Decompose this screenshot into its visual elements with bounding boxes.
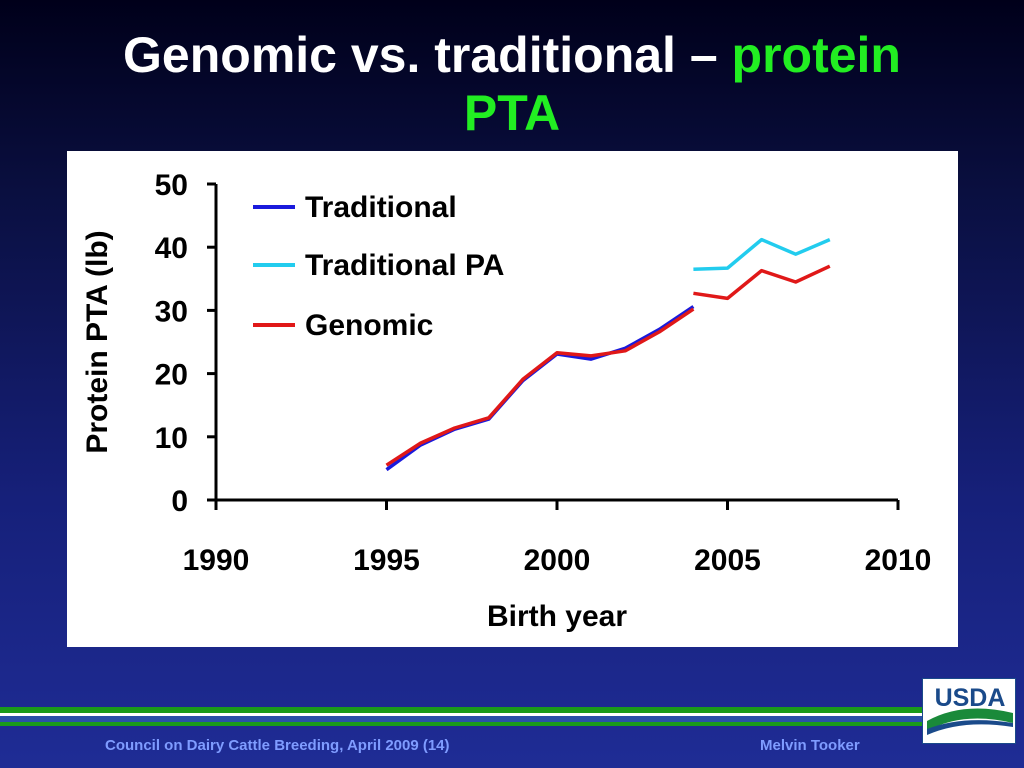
series-line: [385, 307, 695, 467]
legend-label: Traditional PA: [305, 249, 504, 282]
y-tick-label: 40: [155, 232, 188, 265]
legend-label: Traditional: [305, 191, 457, 224]
chart-panel: 0 10 20 30 40 50 1990 1995 2000 2005 2010 Birth yea…: [67, 151, 958, 647]
footer-author: Melvin Tooker: [760, 737, 860, 754]
usda-logo: USDA 2009: [922, 678, 1016, 744]
title-main-text: Genomic vs. traditional –: [123, 27, 732, 83]
slide-title: Genomic vs. traditional – protein PTA: [0, 26, 1024, 142]
y-tick-label: 10: [155, 422, 188, 455]
logo-swoosh: [927, 708, 1013, 731]
x-tick-label: 2005: [694, 544, 761, 577]
footer-stripe: [0, 722, 922, 726]
y-tick-label: 30: [155, 295, 188, 328]
footer-stripe: [0, 716, 922, 722]
line-chart: 0 10 20 30 40 50 1990 1995 2000 2005 2010 Birth yea…: [81, 169, 932, 633]
footer-stripe: [0, 707, 922, 713]
series-line: [693, 237, 831, 272]
y-tick-label: 0: [171, 485, 188, 518]
title-accent-text-2: PTA: [463, 85, 561, 141]
logo-year: 2009: [952, 730, 975, 741]
series-line: [693, 264, 831, 301]
y-tick-label: 20: [155, 359, 188, 392]
y-axis-label: Protein PTA (lb): [81, 230, 114, 453]
logo-wordmark: USDA: [935, 684, 1006, 712]
title-accent-text: protein: [731, 27, 901, 83]
x-tick-label: 2000: [524, 544, 591, 577]
x-tick-label: 1995: [353, 544, 420, 577]
x-axis-label: Birth year: [487, 600, 627, 633]
footer-left-text: Council on Dairy Cattle Breeding, April …: [105, 737, 450, 754]
footer-stripe: [0, 713, 922, 716]
x-tick-label: 2010: [865, 544, 932, 577]
y-tick-label: 50: [155, 169, 188, 202]
legend-label: Genomic: [305, 309, 433, 342]
x-tick-label: 1990: [183, 544, 250, 577]
